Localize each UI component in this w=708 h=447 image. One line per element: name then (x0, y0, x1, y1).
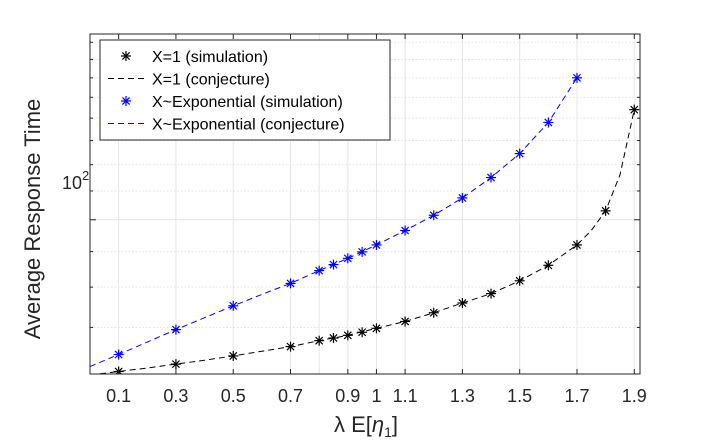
x-tick-label: 0.1 (106, 386, 131, 406)
legend-entry-label: X=1 (conjecture) (152, 72, 270, 89)
x-axis-label-close: ] (392, 412, 398, 437)
x-axis-label-eta: η (372, 412, 384, 437)
x-tick-label: 1.9 (622, 386, 647, 406)
data-point-x-exponential-simulation (314, 265, 325, 276)
x-axis-ticks: 0.1 0.3 0.5 0.7 0.9 1 1.1 1.3 1.5 1.7 1.9 (106, 34, 647, 406)
x-tick-label: 0.5 (221, 386, 246, 406)
legend-entry-label: X=1 (simulation) (152, 49, 268, 66)
data-point-x-1-simulation (328, 332, 339, 343)
x-tick-label: 1 (371, 386, 381, 406)
data-point-x-exponential-simulation (457, 192, 468, 203)
x-axis-label-main: λ E[ (334, 412, 372, 437)
x-tick-label: 1.7 (564, 386, 589, 406)
y-axis-label: Average Response Time (20, 99, 45, 340)
y-tick-exponent: 2 (82, 168, 89, 183)
y-axis-ticks (90, 41, 640, 375)
legend-swatch-marker (121, 96, 131, 106)
x-tick-label: 0.7 (278, 386, 303, 406)
data-point-x-exponential-simulation (342, 253, 353, 264)
data-point-x-exponential-simulation (285, 278, 296, 289)
x-tick-label: 1.3 (450, 386, 475, 406)
legend-box (99, 39, 391, 141)
x-axis-label: λ E[η1] (334, 412, 398, 440)
x-tick-label: 1.1 (393, 386, 418, 406)
data-point-x-1-simulation (629, 104, 640, 115)
legend-entry-label: X~Exponential (simulation) (152, 94, 343, 111)
series-line-x-exponential-conjecture (90, 77, 578, 368)
legend-entry-label: X~Exponential (conjecture) (152, 117, 345, 134)
series-line-x-1-conjecture (94, 109, 635, 374)
data-point-x-1-simulation (400, 316, 411, 327)
x-tick-label: 1.5 (507, 386, 532, 406)
y-tick-base: 10 (62, 173, 82, 193)
legend-swatch-marker (121, 51, 131, 61)
data-point-x-1-simulation (428, 307, 439, 318)
legend: X=1 (simulation) X=1 (conjecture) X~Expone… (99, 39, 391, 141)
data-point-x-exponential-simulation (571, 72, 582, 83)
x-tick-label: 0.9 (335, 386, 360, 406)
x-tick-label: 0.3 (163, 386, 188, 406)
plot-frame (89, 33, 641, 375)
x-axis-label-subscript: 1 (384, 424, 392, 440)
y-tick-label-100: 102 (62, 168, 89, 193)
